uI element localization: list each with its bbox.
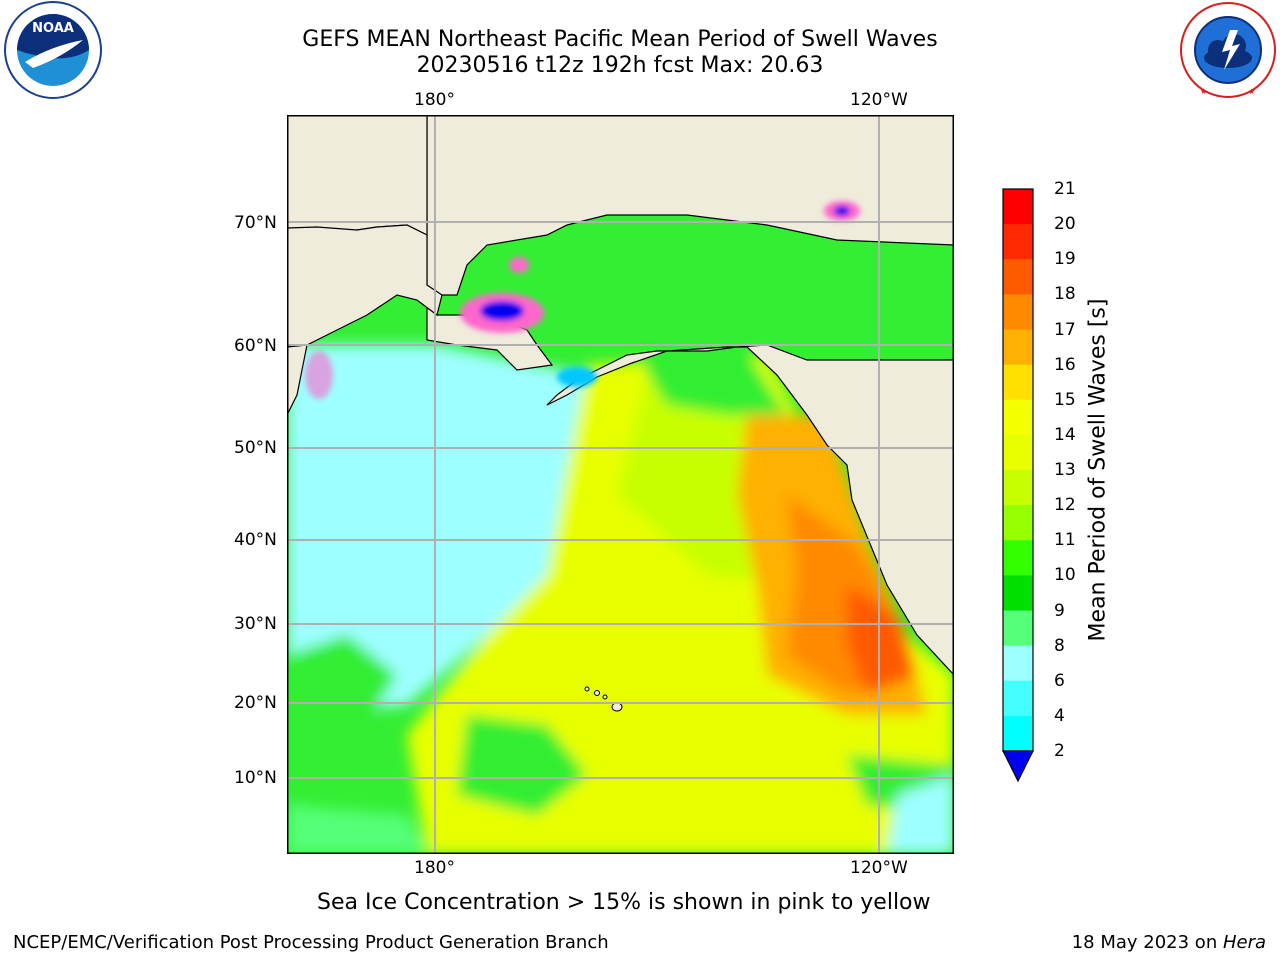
colorbar-band [1003, 505, 1033, 541]
colorbar-tick-label: 2 [1054, 741, 1065, 761]
colorbar-tick-label: 20 [1054, 214, 1076, 235]
lat-label-20n: 20°N [234, 693, 277, 713]
lat-label-60n: 60°N [234, 336, 277, 356]
footer-date: 18 May 2023 on Hera [1072, 932, 1266, 953]
lon-label-bottom-180: 180° [414, 858, 455, 878]
colorbar-band [1003, 189, 1033, 225]
colorbar-tick-label: 11 [1054, 530, 1076, 551]
title-line-2: 20230516 t12z 192h fcst Max: 20.63 [416, 53, 824, 78]
colorbar-band [1003, 575, 1033, 611]
svg-text:★: ★ [1248, 87, 1255, 96]
colorbar-tick-label: 17 [1054, 319, 1076, 340]
lon-label-top-180: 180° [414, 90, 455, 110]
colorbar-extend-arrow [1002, 750, 1034, 783]
map-frame [287, 115, 954, 854]
colorbar-tick-label: 12 [1054, 495, 1076, 516]
map-panel [286, 114, 955, 854]
colorbar-band [1003, 434, 1033, 471]
colorbar-band [1003, 645, 1033, 682]
lat-label-10n: 10°N [234, 768, 277, 788]
svg-text:NOAA: NOAA [32, 21, 74, 36]
colorbar-tick-label: 4 [1054, 705, 1065, 726]
lat-label-30n: 30°N [234, 614, 277, 634]
colorbar-tick-label: 10 [1054, 565, 1076, 586]
colorbar-tick-label: 6 [1054, 670, 1065, 691]
colorbar-frame [1002, 188, 1034, 752]
lat-label-50n: 50°N [234, 438, 277, 458]
colorbar-tick-label: 19 [1054, 249, 1076, 270]
colorbar-band [1003, 470, 1033, 506]
hawaii-islands [584, 686, 623, 712]
colorbar-band [1003, 680, 1033, 717]
noaa-logo: NOAA [3, 0, 103, 100]
colorbar-tick-label: 8 [1054, 635, 1065, 656]
sea-ice-overlay [305, 201, 860, 399]
colorbar-band [1003, 399, 1033, 436]
lon-label-bottom-120w: 120°W [850, 858, 908, 878]
colorbar-title: Mean Period of Swell Waves [s] [1085, 298, 1111, 642]
colorbar-band [1003, 224, 1033, 260]
footer-credit: NCEP/EMC/Verification Post Processing Pr… [13, 932, 609, 953]
lat-label-40n: 40°N [234, 530, 277, 550]
title-line-1: GEFS MEAN Northeast Pacific Mean Period … [302, 27, 938, 52]
footer-date-text: 18 May 2023 on [1071, 932, 1223, 953]
colorbar-band [1003, 294, 1033, 330]
colorbar-bands [1003, 189, 1033, 752]
colorbar-tick-label: 16 [1054, 354, 1076, 375]
colorbar-band [1003, 610, 1033, 647]
land-masses [286, 114, 955, 677]
chart-title: GEFS MEAN Northeast Pacific Mean Period … [0, 27, 1240, 79]
footer-machine: Hera [1222, 932, 1266, 953]
colorbar-band [1003, 329, 1033, 366]
colorbar-tick-label: 15 [1054, 389, 1076, 410]
lat-label-70n: 70°N [234, 213, 277, 233]
gridlines [287, 115, 954, 854]
colorbar-tick-label: 13 [1054, 460, 1076, 480]
sea-ice-caption: Sea Ice Concentration > 15% is shown in … [317, 890, 931, 915]
colorbar-tick-label: 21 [1054, 179, 1076, 199]
colorbar-band [1003, 364, 1033, 401]
colorbar-band [1003, 540, 1033, 576]
svg-text:★: ★ [1200, 87, 1207, 96]
colorbar-band [1003, 259, 1033, 295]
colorbar-tick-label: 14 [1054, 424, 1076, 445]
colorbar-tick-label: 9 [1054, 600, 1065, 621]
colorbar-band [1003, 715, 1033, 752]
colorbar [1002, 188, 1034, 783]
colorbar-tick-label: 18 [1054, 284, 1076, 305]
lon-label-top-120w: 120°W [850, 90, 908, 110]
nws-logo: ★ ★ [1178, 0, 1278, 100]
